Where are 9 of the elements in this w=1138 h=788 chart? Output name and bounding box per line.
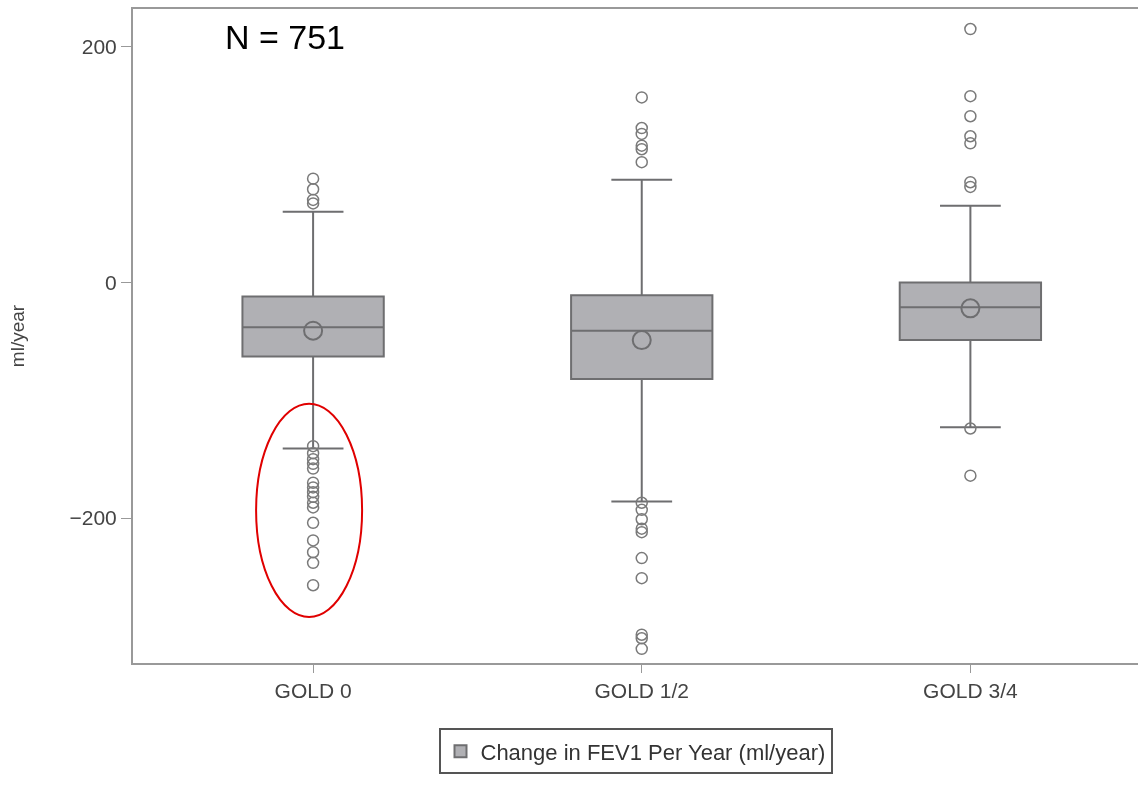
y-tick-label: −200 xyxy=(69,506,117,530)
y-tick-label: 0 xyxy=(105,270,117,294)
x-tick-label: GOLD 3/4 xyxy=(923,679,1018,703)
x-tick-label: GOLD 0 xyxy=(274,679,352,703)
x-tick-label: GOLD 1/2 xyxy=(594,679,690,703)
legend-label: Change in FEV1 Per Year (ml/year) xyxy=(480,739,826,765)
annotation: N = 751 xyxy=(225,18,346,56)
y-tick-label: 200 xyxy=(81,35,117,59)
y-axis-title: ml/year xyxy=(6,304,28,368)
